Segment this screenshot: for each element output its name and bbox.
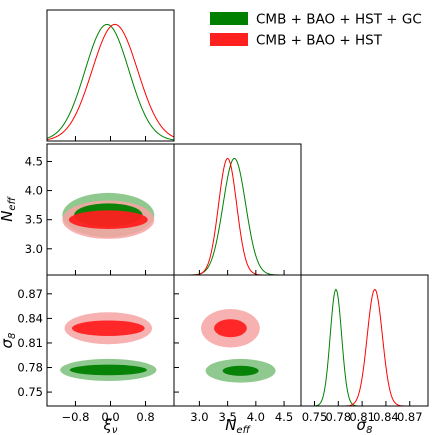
panel-xi-marginal xyxy=(46,9,175,142)
legend-swatch-hst xyxy=(210,33,248,46)
contour-1sigma-series0 xyxy=(69,364,147,376)
marginal-curve-0 xyxy=(301,288,428,406)
y-tick-label: 0.87 xyxy=(17,287,43,301)
y-tick-label: 0.81 xyxy=(17,336,43,350)
x-tick-label: 4.5 xyxy=(275,410,293,424)
legend: CMB + BAO + HST + GC CMB + BAO + HST xyxy=(210,12,422,49)
y-tick-label: 4.5 xyxy=(25,154,43,168)
legend-label-hst: CMB + BAO + HST xyxy=(256,33,383,49)
marginal-curve-0 xyxy=(47,23,174,141)
x-tick-label: 0.87 xyxy=(397,410,423,424)
panel-xi-neff: 3.0 3.5 4.0 4.5 xyxy=(25,143,175,276)
panels-layer: 3.03.54.04.5−0.8 0.0 0.80.750.780.810.840.… xyxy=(0,9,429,435)
x-tick-label: 0.81 xyxy=(349,410,375,424)
x-tick-label: 0.8 xyxy=(136,410,154,424)
y-tick-label: 0.84 xyxy=(17,311,43,325)
y-axis-label-sigma8: σ8 xyxy=(0,333,18,349)
panel-sigma8-marginal: 0.750.780.810.840.87 xyxy=(300,274,429,424)
x-tick-label: 3.5 xyxy=(218,410,236,424)
y-tick-label: 3.5 xyxy=(25,213,43,227)
panel-neff-sigma8: 3.0 3.5 4.0 4.5 xyxy=(173,274,302,424)
marginal-curve-1 xyxy=(174,157,301,275)
y-axis-label-neff: Neff xyxy=(0,195,18,221)
panel-neff-marginal xyxy=(173,143,302,276)
x-tick-label: 0.78 xyxy=(326,410,352,424)
x-tick-label: 4.0 xyxy=(247,410,265,424)
legend-label-gc: CMB + BAO + HST + GC xyxy=(256,12,422,28)
x-axis-label-sigma8: σ8 xyxy=(357,416,373,435)
x-tick-label: 0.75 xyxy=(302,410,328,424)
y-tick-label: 0.75 xyxy=(17,385,43,399)
contour-1sigma-series1 xyxy=(214,319,247,338)
marginal-curve-1 xyxy=(47,23,174,141)
panel-xi-sigma8: −0.8 0.0 0.8 0.75 0.78 0.81 0.84 0.87 xyxy=(17,274,175,424)
x-axis-label-xi: ξν xyxy=(103,416,118,435)
x-tick-label: 0.84 xyxy=(373,410,399,424)
contour-1sigma-series1 xyxy=(68,210,148,230)
panel-frame xyxy=(300,274,429,407)
contour-1sigma-series0 xyxy=(222,365,259,376)
marginal-curve-0 xyxy=(174,157,301,275)
x-tick-label: 0.0 xyxy=(101,410,119,424)
y-tick-label: 4.0 xyxy=(25,184,43,198)
marginal-curve-1 xyxy=(301,288,428,406)
x-tick-label: −0.8 xyxy=(61,410,89,424)
y-tick-label: 3.0 xyxy=(25,242,43,256)
x-tick-label: 3.0 xyxy=(190,410,208,424)
legend-swatch-gc xyxy=(210,12,248,25)
contour-1sigma-series1 xyxy=(71,320,145,336)
y-tick-label: 0.78 xyxy=(17,361,43,375)
x-axis-label-neff: Neff xyxy=(225,416,251,435)
